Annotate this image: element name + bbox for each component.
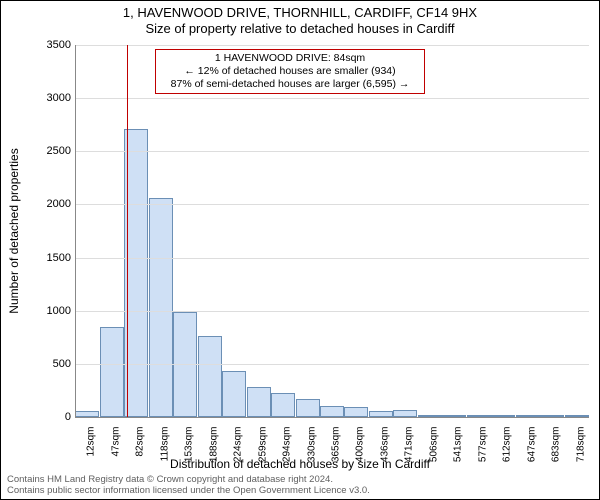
histogram-bar bbox=[344, 407, 368, 417]
annotation-box: 1 HAVENWOOD DRIVE: 84sqm← 12% of detache… bbox=[155, 49, 425, 94]
footer: Contains HM Land Registry data © Crown c… bbox=[7, 475, 370, 497]
xtick-label: 47sqm bbox=[110, 427, 121, 457]
xtick-label: 82sqm bbox=[135, 427, 146, 457]
histogram-bar bbox=[247, 387, 271, 417]
y-axis-label: Number of detached properties bbox=[7, 148, 21, 313]
ytick-label: 500 bbox=[37, 358, 71, 370]
footer-line-2: Contains public sector information licen… bbox=[7, 486, 370, 497]
histogram-bar bbox=[320, 406, 344, 417]
page-subtitle: Size of property relative to detached ho… bbox=[1, 21, 599, 37]
property-marker-line bbox=[127, 45, 128, 417]
xtick-label: 12sqm bbox=[86, 427, 97, 457]
histogram-bar bbox=[271, 393, 295, 417]
chart-page: 1, HAVENWOOD DRIVE, THORNHILL, CARDIFF, … bbox=[0, 0, 600, 500]
x-axis-line bbox=[75, 417, 589, 418]
gridline bbox=[75, 258, 589, 259]
gridline bbox=[75, 364, 589, 365]
histogram-bar bbox=[296, 399, 320, 417]
ytick-label: 0 bbox=[37, 411, 71, 423]
ytick-label: 2500 bbox=[37, 145, 71, 157]
ytick-label: 3000 bbox=[37, 92, 71, 104]
gridline bbox=[75, 311, 589, 312]
histogram-bar bbox=[100, 327, 124, 417]
gridline bbox=[75, 98, 589, 99]
y-axis-label-container: Number of detached properties bbox=[7, 45, 21, 417]
bars-layer bbox=[75, 45, 589, 417]
ytick-label: 3500 bbox=[37, 39, 71, 51]
plot-area: 0500100015002000250030003500 1 HAVENWOOD… bbox=[49, 45, 589, 417]
ytick-label: 1500 bbox=[37, 252, 71, 264]
histogram-bar bbox=[198, 336, 222, 417]
annotation-line: ← 12% of detached houses are smaller (93… bbox=[162, 65, 418, 78]
x-axis-label: Distribution of detached houses by size … bbox=[1, 457, 599, 471]
plot-inner: 0500100015002000250030003500 1 HAVENWOOD… bbox=[75, 45, 589, 417]
annotation-line: 87% of semi-detached houses are larger (… bbox=[162, 78, 418, 91]
histogram-bar bbox=[149, 198, 173, 417]
page-title: 1, HAVENWOOD DRIVE, THORNHILL, CARDIFF, … bbox=[1, 1, 599, 21]
gridline bbox=[75, 151, 589, 152]
histogram-bar bbox=[393, 410, 417, 417]
annotation-line: 1 HAVENWOOD DRIVE: 84sqm bbox=[162, 52, 418, 65]
histogram-bar bbox=[222, 371, 246, 417]
ytick-label: 1000 bbox=[37, 305, 71, 317]
gridline bbox=[75, 204, 589, 205]
histogram-bar bbox=[124, 129, 148, 417]
gridline bbox=[75, 45, 589, 46]
y-axis-line bbox=[75, 45, 76, 417]
ytick-label: 2000 bbox=[37, 198, 71, 210]
